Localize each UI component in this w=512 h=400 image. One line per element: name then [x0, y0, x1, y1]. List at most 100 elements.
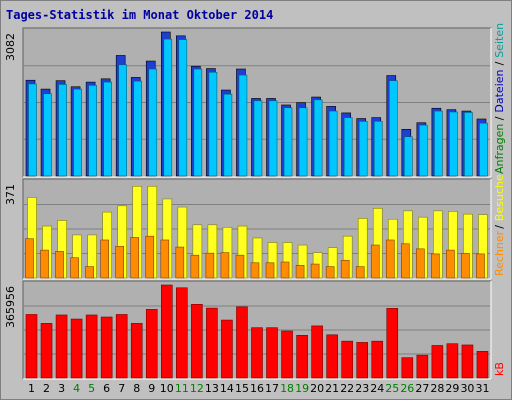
bar-rechner — [265, 262, 275, 279]
x-tick-label: 12 — [190, 382, 204, 395]
bar-dateien — [223, 93, 233, 177]
top-legend-entry: Seiten — [493, 23, 506, 58]
bar-rechner — [250, 262, 260, 279]
bar-rechner — [416, 248, 425, 279]
bar-rechner — [25, 238, 34, 279]
x-tick-label: 5 — [88, 382, 95, 395]
bar-rechner — [461, 253, 470, 279]
bar-dateien — [43, 93, 52, 177]
bar-rechner — [476, 253, 485, 279]
bottom-ymax-label: 365956 — [4, 286, 17, 328]
bar-dateien — [58, 84, 67, 177]
top-legend-entry: / — [493, 116, 506, 120]
bar-dateien — [118, 64, 127, 177]
bar-kb — [296, 335, 308, 379]
bar-dateien — [133, 80, 143, 177]
x-tick-label: 13 — [205, 382, 219, 395]
page-title: Tages-Statistik im Monat Oktober 2014 — [6, 8, 274, 22]
bar-rechner — [130, 237, 140, 279]
bar-kb — [236, 306, 248, 379]
bar-kb — [461, 344, 474, 379]
top-ymax-label: 3082 — [4, 33, 17, 61]
middle-legend-entry: Rechner — [493, 230, 506, 276]
bar-dateien — [449, 111, 458, 177]
bar-dateien — [163, 38, 173, 177]
bar-kb — [25, 314, 38, 379]
bar-dateien — [343, 117, 353, 177]
x-tick-label: 2 — [43, 382, 50, 395]
bar-kb — [70, 318, 83, 379]
bar-kb — [341, 340, 353, 379]
bar-kb — [115, 314, 128, 379]
bar-rechner — [85, 266, 94, 279]
bar-rechner — [310, 263, 320, 279]
bar-kb — [401, 357, 414, 379]
bar-kb — [356, 342, 369, 379]
bar-dateien — [283, 107, 293, 177]
x-tick-label: 8 — [133, 382, 140, 395]
x-tick-label: 15 — [235, 382, 249, 395]
bar-kb — [130, 323, 143, 379]
bar-rechner — [160, 239, 170, 279]
bar-dateien — [328, 110, 338, 177]
bar-kb — [221, 319, 233, 379]
bar-kb — [100, 316, 113, 379]
x-tick-label: 22 — [340, 382, 354, 395]
x-tick-label: 11 — [175, 382, 189, 395]
bar-kb — [371, 340, 384, 379]
bar-rechner — [235, 254, 245, 279]
x-tick-label: 14 — [220, 382, 234, 395]
bar-rechner — [175, 246, 185, 279]
x-tick-label: 25 — [385, 382, 399, 395]
bar-kb — [85, 314, 98, 379]
x-tick-label: 23 — [355, 382, 369, 395]
top-legend-entry: / — [493, 61, 506, 65]
bar-dateien — [434, 110, 443, 177]
x-tick-label: 6 — [103, 382, 110, 395]
bar-dateien — [464, 112, 473, 177]
x-tick-label: 24 — [370, 382, 384, 395]
x-tick-label: 9 — [148, 382, 155, 395]
middle-legend-entry: Besuche — [493, 174, 506, 221]
bar-kb — [281, 330, 293, 379]
x-tick-label: 4 — [73, 382, 80, 395]
bar-dateien — [28, 83, 37, 177]
bar-kb — [266, 327, 278, 379]
bar-dateien — [373, 121, 383, 177]
bar-kb — [206, 307, 218, 379]
bar-kb — [176, 287, 188, 379]
bar-kb — [55, 314, 68, 379]
bar-dateien — [388, 80, 398, 177]
bar-kb — [476, 351, 489, 379]
x-tick-label: 27 — [415, 382, 429, 395]
x-tick-label: 20 — [310, 382, 324, 395]
bar-dateien — [103, 81, 112, 177]
bar-dateien — [73, 88, 82, 177]
bar-dateien — [208, 71, 218, 177]
bar-rechner — [205, 252, 215, 279]
x-tick-label: 30 — [460, 382, 474, 395]
middle-legend-entry: / — [493, 225, 506, 229]
x-tick-label: 10 — [160, 382, 174, 395]
bar-rechner — [385, 239, 395, 279]
bar-rechner — [100, 239, 109, 279]
bar-kb — [326, 334, 338, 379]
bar-dateien — [88, 85, 97, 177]
bar-rechner — [370, 244, 380, 279]
top-legend-entry: Dateien — [493, 69, 506, 112]
middle-ymax-label: 371 — [4, 184, 17, 205]
top-legend-entry: Anfragen — [493, 124, 506, 174]
bar-dateien — [298, 107, 308, 177]
bar-rechner — [446, 249, 455, 279]
bar-dateien — [419, 124, 428, 177]
bar-kb — [386, 308, 399, 379]
bar-kb — [446, 343, 459, 379]
x-tick-label: 3 — [58, 382, 65, 395]
bar-kb — [416, 354, 429, 379]
bar-dateien — [479, 122, 488, 177]
bar-dateien — [193, 68, 203, 177]
bottom-legend-entry: kB — [493, 362, 506, 376]
bar-dateien — [313, 99, 323, 177]
bar-rechner — [401, 243, 410, 279]
bar-rechner — [295, 265, 305, 279]
